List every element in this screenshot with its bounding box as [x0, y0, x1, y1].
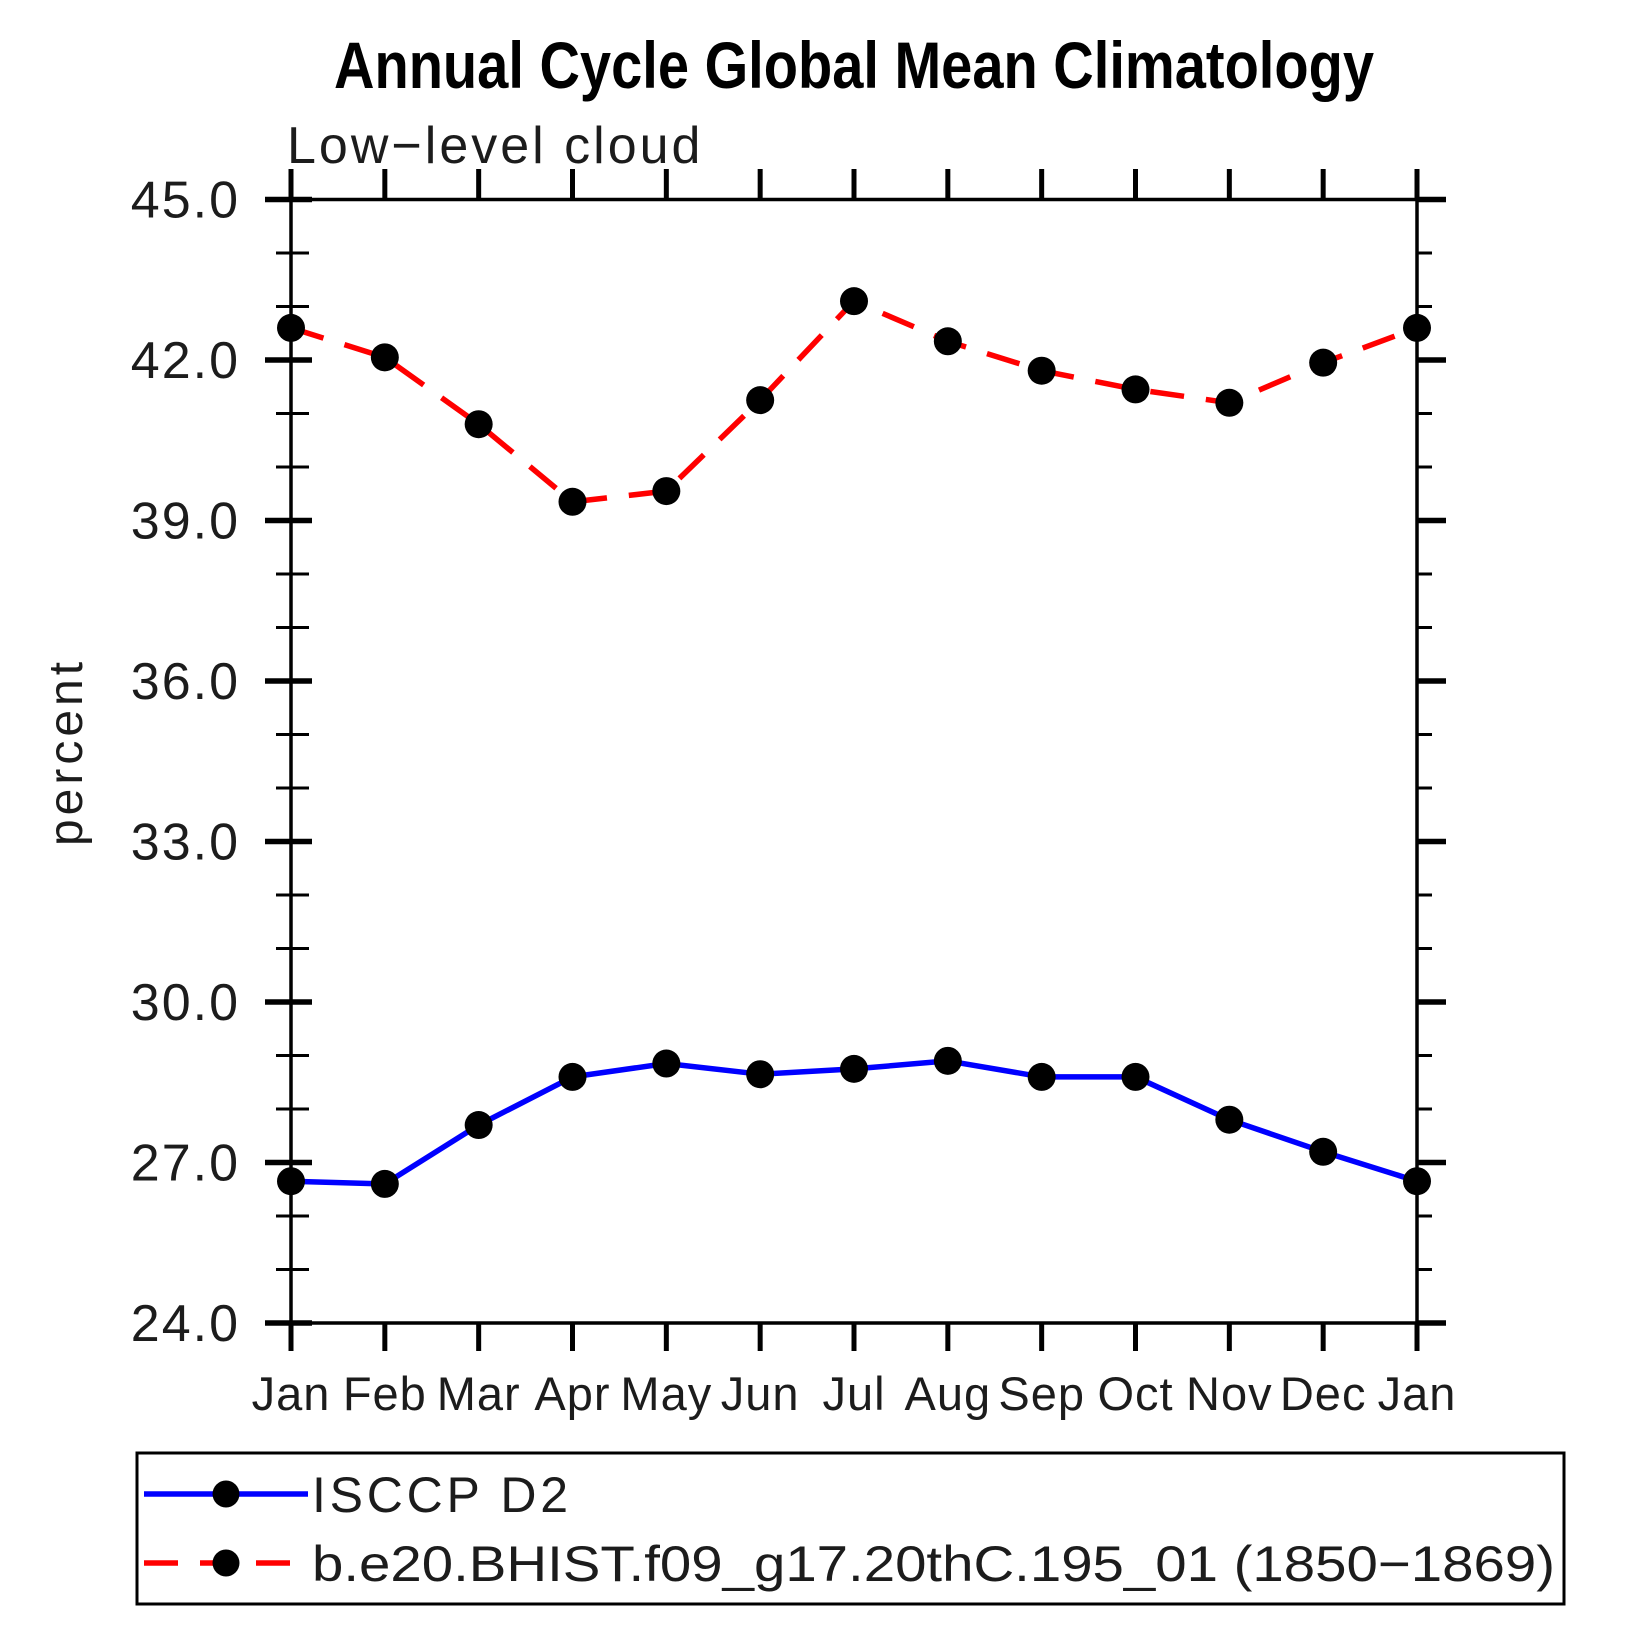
- data-point: [933, 327, 962, 356]
- data-point: [840, 1054, 868, 1083]
- x-tick-label: Apr: [534, 1367, 610, 1420]
- x-tick-label: Oct: [1097, 1367, 1173, 1420]
- y-axis-title: percent: [40, 658, 93, 846]
- y-tick-label: 30.0: [131, 974, 240, 1032]
- data-point: [370, 343, 399, 372]
- y-tick-label: 36.0: [131, 653, 240, 711]
- data-point: [1215, 388, 1244, 417]
- y-tick-label: 45.0: [131, 172, 240, 230]
- x-tick-label: Sep: [998, 1367, 1085, 1420]
- data-point: [1309, 348, 1338, 377]
- x-tick-label: Aug: [905, 1367, 992, 1420]
- data-point: [1403, 1167, 1431, 1196]
- series-line: [290, 298, 1418, 505]
- data-point: [1121, 375, 1150, 404]
- x-tick-labels: Jan Feb Mar Apr May Jun Jul Aug Sep Oct Nov Dec Jan: [252, 1367, 1457, 1420]
- data-point: [1027, 1062, 1056, 1091]
- y-major-ticks: [265, 196, 1446, 1326]
- plot-frame: [289, 197, 1419, 1325]
- legend-swatch-marker: [212, 1480, 240, 1508]
- x-tick-label: Jul: [822, 1367, 885, 1420]
- legend-label-isccp-d2: ISCCP D2: [312, 1467, 568, 1523]
- x-tick-label: Nov: [1186, 1367, 1273, 1420]
- y-tick-label: 39.0: [131, 493, 240, 551]
- x-tick-label: May: [620, 1367, 712, 1420]
- legend-swatches: [144, 1480, 308, 1577]
- x-tick-label: Feb: [343, 1367, 427, 1420]
- y-tick-labels: 24.0 27.0 30.0 33.0 36.0 39.0 42.0 45.0: [131, 172, 240, 1354]
- data-point: [1309, 1137, 1338, 1166]
- data-point: [652, 1049, 681, 1078]
- legend-box: [135, 1451, 1566, 1606]
- legend-swatch-marker: [212, 1549, 240, 1577]
- y-tick-label: 24.0: [131, 1295, 240, 1353]
- x-tick-label: Mar: [437, 1367, 521, 1420]
- x-tick-label: Jun: [721, 1367, 800, 1420]
- legend: ISCCP D2 b.e20.BHIST.f09_g17.20thC.195_0…: [135, 1451, 1566, 1606]
- data-point: [1215, 1105, 1244, 1134]
- y-tick-label: 33.0: [131, 814, 240, 872]
- x-tick-label: Jan: [252, 1367, 331, 1420]
- data-point: [277, 1167, 305, 1196]
- x-tick-label: Dec: [1280, 1367, 1367, 1420]
- data-point: [840, 287, 868, 316]
- x-tick-label: Jan: [1378, 1367, 1457, 1420]
- data-point: [1027, 356, 1056, 385]
- series-isccp-d2: [277, 1046, 1431, 1198]
- data-point: [558, 487, 587, 516]
- data-point: [1403, 313, 1431, 342]
- chart-title: Annual Cycle Global Mean Climatology: [334, 28, 1374, 102]
- data-point: [370, 1169, 399, 1198]
- y-tick-label: 27.0: [131, 1135, 240, 1193]
- data-point: [277, 313, 305, 342]
- legend-label-model-run: b.e20.BHIST.f09_g17.20thC.195_01 (1850−1…: [312, 1536, 1555, 1592]
- data-point: [933, 1046, 962, 1075]
- data-point: [652, 477, 681, 506]
- series-model-run: [277, 287, 1431, 516]
- data-point: [558, 1062, 587, 1091]
- data-point: [464, 1111, 493, 1140]
- data-point: [464, 410, 493, 439]
- y-tick-label: 42.0: [131, 332, 240, 390]
- chart-subtitle: Low−level cloud: [287, 117, 703, 175]
- data-point: [1121, 1062, 1150, 1091]
- x-ticks: [288, 169, 1420, 1351]
- data-point: [746, 386, 775, 415]
- data-point: [746, 1060, 775, 1089]
